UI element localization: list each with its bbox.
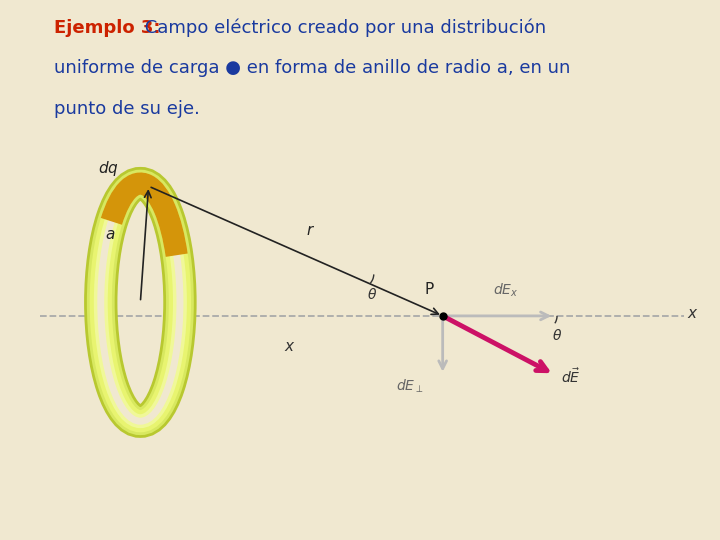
Text: $d\vec{E}$: $d\vec{E}$: [562, 367, 581, 386]
Text: $dE_x$: $dE_x$: [493, 281, 518, 299]
Text: $x$: $x$: [688, 306, 699, 321]
Text: P: P: [425, 282, 434, 298]
Text: $dq$: $dq$: [98, 159, 119, 178]
Text: uniforme de carga ● en forma de anillo de radio a, en un: uniforme de carga ● en forma de anillo d…: [54, 59, 570, 77]
Text: Campo eléctrico creado por una distribución: Campo eléctrico creado por una distribuc…: [139, 19, 546, 37]
Text: $\theta$: $\theta$: [552, 328, 562, 343]
Text: punto de su eje.: punto de su eje.: [54, 100, 200, 118]
Text: Ejemplo 3:: Ejemplo 3:: [54, 19, 161, 37]
Text: $r$: $r$: [307, 223, 315, 238]
Text: $\theta$: $\theta$: [366, 287, 377, 302]
Text: $x$: $x$: [284, 339, 296, 354]
Text: $dE_\perp$: $dE_\perp$: [396, 377, 423, 395]
Text: $a$: $a$: [105, 227, 115, 242]
